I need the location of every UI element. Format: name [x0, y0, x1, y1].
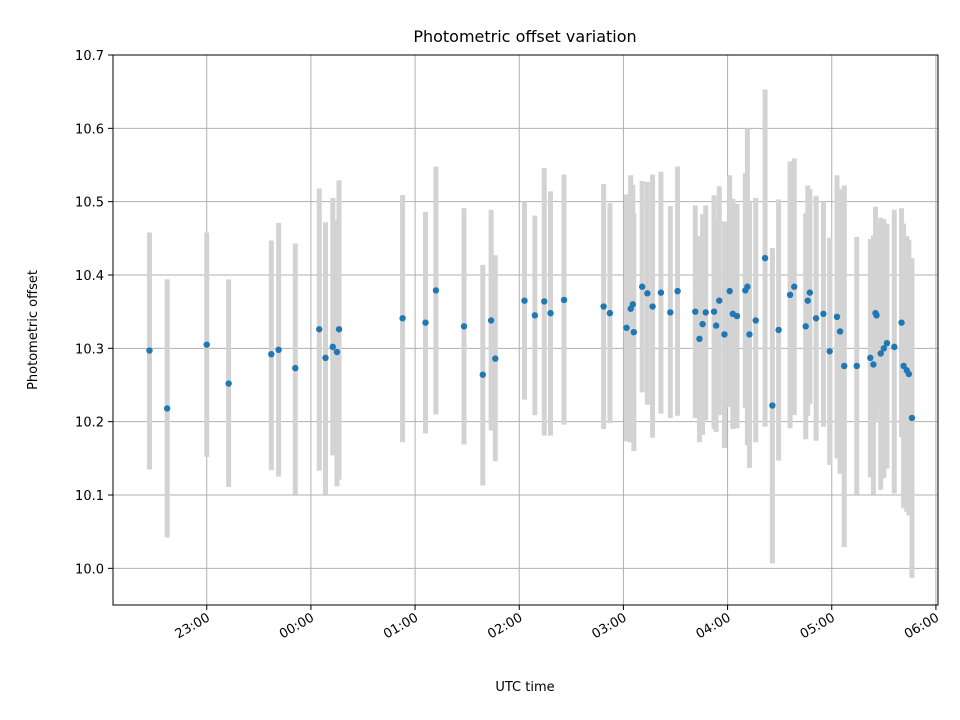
data-point: [399, 315, 406, 322]
data-point: [649, 303, 656, 310]
data-point: [163, 405, 171, 412]
plot-frame: [112, 54, 939, 606]
data-point: [657, 289, 665, 296]
data-point: [699, 320, 706, 328]
y-tick-label: 10.7: [75, 49, 104, 64]
y-tick-label: 10.2: [75, 416, 104, 431]
data-point: [541, 298, 548, 305]
data-point: [203, 341, 210, 348]
data-point: [146, 347, 153, 354]
data-point: [521, 297, 528, 304]
data-point: [674, 287, 681, 295]
data-point: [692, 308, 699, 315]
data-point: [877, 350, 884, 357]
data-point: [752, 317, 759, 324]
data-point: [786, 291, 794, 298]
data-point: [333, 348, 341, 356]
data-point: [853, 362, 860, 370]
data-point: [726, 287, 733, 295]
data-point: [630, 329, 638, 336]
y-tick-label: 10.6: [75, 122, 104, 137]
data-point: [702, 309, 709, 316]
data-point: [905, 370, 913, 378]
y-tick-label: 10.0: [75, 562, 104, 577]
data-point: [870, 361, 877, 368]
data-point: [873, 312, 880, 319]
data-point: [432, 287, 440, 294]
data-point: [791, 283, 798, 290]
y-tick-label: 10.5: [75, 196, 104, 211]
data-point: [329, 343, 336, 351]
data-point: [600, 303, 607, 310]
data-point: [712, 322, 720, 329]
data-point: [804, 297, 811, 304]
data-point: [733, 312, 741, 320]
data-point: [531, 312, 539, 319]
data-point: [560, 296, 568, 304]
data-point: [667, 309, 674, 316]
data-point: [880, 345, 888, 352]
data-point: [716, 297, 723, 304]
data-point: [547, 309, 554, 317]
data-point: [710, 308, 718, 315]
data-point: [479, 371, 486, 378]
data-point: [833, 313, 841, 320]
data-point: [883, 340, 891, 347]
data-point: [820, 310, 827, 318]
data-point: [775, 326, 782, 334]
data-point: [644, 290, 651, 297]
data-point: [292, 364, 299, 372]
data-point: [316, 326, 323, 333]
data-point: [806, 289, 814, 296]
data-point: [746, 331, 753, 338]
y-tick-label: 10.3: [75, 342, 104, 357]
data-point: [891, 343, 898, 351]
data-point: [268, 351, 275, 358]
data-point: [867, 354, 874, 362]
data-point: [841, 362, 848, 370]
data-point: [802, 323, 809, 330]
chart-title: Photometric offset variation: [413, 27, 636, 46]
data-point: [761, 254, 769, 262]
data-point: [638, 283, 646, 290]
x-axis-label: UTC time: [495, 680, 554, 695]
data-point: [898, 319, 905, 326]
data-point: [744, 283, 751, 290]
y-tick-label: 10.4: [75, 269, 104, 284]
data-point: [606, 309, 614, 317]
data-points: [146, 254, 916, 422]
data-point: [335, 326, 343, 333]
data-point: [696, 335, 703, 342]
data-point: [322, 354, 329, 362]
data-point: [826, 348, 833, 355]
data-point: [275, 346, 282, 353]
data-point: [629, 301, 636, 308]
data-point: [812, 315, 820, 322]
data-point: [908, 414, 916, 422]
data-point: [422, 319, 429, 326]
y-tick-label: 10.1: [75, 489, 104, 504]
data-point: [225, 380, 232, 387]
data-point: [721, 331, 728, 338]
data-point: [492, 355, 499, 362]
data-point: [836, 328, 844, 335]
y-axis-label: Photometric offset: [26, 270, 41, 390]
data-point: [487, 317, 495, 324]
data-point: [460, 323, 468, 330]
data-point: [769, 402, 776, 409]
data-point: [623, 324, 630, 331]
